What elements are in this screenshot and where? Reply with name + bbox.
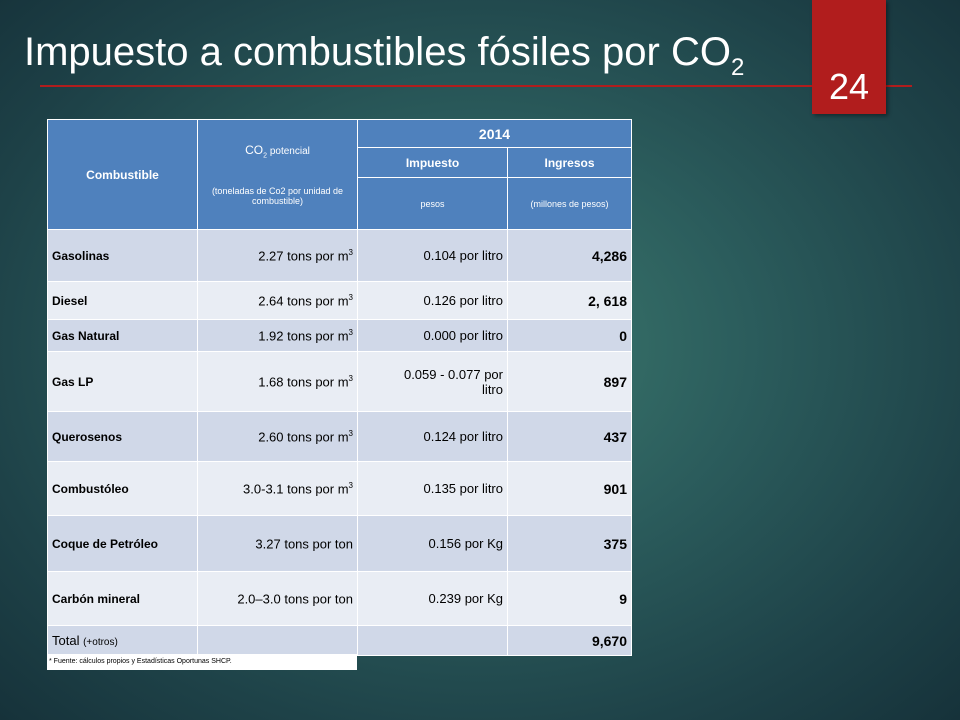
table-total-row: Total (+otros) 9,670	[47, 625, 632, 656]
co2-value-text: 3.0-3.1 tons por m	[243, 481, 349, 497]
fuel-name: Gas LP	[47, 351, 198, 412]
revenue-value: 0	[507, 319, 632, 352]
total-label-text: Total	[52, 633, 80, 648]
slide-title-text: Impuesto a combustibles fósiles por CO	[24, 30, 731, 74]
header-tax: Impuesto	[357, 147, 508, 178]
total-label-note: (+otros)	[83, 637, 118, 648]
fuel-name: Gasolinas	[47, 229, 198, 282]
co2-value-text: 1.92 tons por m	[258, 328, 349, 344]
header-revenue-unit-label: (millones de pesos)	[530, 198, 609, 209]
total-co2-empty	[197, 625, 358, 656]
fuel-name: Gas Natural	[47, 319, 198, 352]
source-note: * Fuente: cálculos propios y Estadística…	[47, 654, 357, 670]
tax-value: 0.156 por Kg	[357, 515, 508, 572]
co2-unit-superscript: 3	[348, 373, 353, 383]
co2-value-text: 1.68 tons por m	[258, 374, 349, 390]
slide-number: 24	[828, 66, 870, 107]
slide-number-badge: 24	[812, 0, 886, 114]
header-revenue-unit: (millones de pesos)	[507, 177, 632, 230]
fuel-name: Coque de Petróleo	[47, 515, 198, 572]
co2-value: 1.92 tons por m3	[197, 319, 358, 352]
total-revenue-value: 9,670	[507, 625, 632, 656]
tax-value: 0.135 por litro	[357, 461, 508, 516]
header-revenue-label: Ingresos	[544, 155, 595, 170]
co2-value: 2.27 tons por m3	[197, 229, 358, 282]
co2-unit-superscript: 3	[348, 247, 353, 257]
fuel-name: Querosenos	[47, 411, 198, 462]
revenue-value: 897	[507, 351, 632, 412]
header-fuel-label: Combustible	[86, 167, 159, 182]
revenue-value: 4,286	[507, 229, 632, 282]
table-row: Querosenos 2.60 tons por m3 0.124 por li…	[47, 411, 632, 462]
co2-value: 3.27 tons por ton	[197, 515, 358, 572]
table-row: Carbón mineral 2.0–3.0 tons por ton 0.23…	[47, 571, 632, 626]
co2-value-text: 3.27 tons por ton	[255, 536, 353, 552]
tax-value: 0.000 por litro	[357, 319, 508, 352]
header-tax-unit-label: pesos	[420, 198, 445, 209]
slide-title: Impuesto a combustibles fósiles por CO2	[24, 30, 744, 81]
tax-value: 0.126 por litro	[357, 281, 508, 320]
header-fuel: Combustible	[47, 119, 198, 230]
co2-value-text: 2.27 tons por m	[258, 248, 349, 264]
total-tax-empty	[357, 625, 508, 656]
title-underline	[40, 85, 912, 87]
table-row: Combustóleo 3.0-3.1 tons por m3 0.135 po…	[47, 461, 632, 516]
co2-value-text: 2.64 tons por m	[258, 293, 349, 309]
co2-unit-superscript: 3	[348, 292, 353, 302]
header-co2-unit: (toneladas de Co2 por unidad de combusti…	[211, 185, 344, 206]
fuel-tax-table: Combustible CO2 potencial (toneladas de …	[47, 119, 632, 656]
table-row: Coque de Petróleo 3.27 tons por ton 0.15…	[47, 515, 632, 572]
tax-value: 0.124 por litro	[357, 411, 508, 462]
co2-value-text: 2.0–3.0 tons por ton	[237, 591, 353, 607]
revenue-value: 2, 618	[507, 281, 632, 320]
co2-value: 1.68 tons por m3	[197, 351, 358, 412]
co2-value: 2.64 tons por m3	[197, 281, 358, 320]
slide-title-subscript: 2	[730, 54, 745, 81]
header-year-label: 2014	[478, 125, 511, 142]
co2-value: 3.0-3.1 tons por m3	[197, 461, 358, 516]
co2-unit-superscript: 3	[348, 327, 353, 337]
revenue-value: 901	[507, 461, 632, 516]
total-label: Total (+otros)	[47, 625, 198, 656]
header-tax-label: Impuesto	[405, 155, 460, 170]
table-row: Gasolinas 2.27 tons por m3 0.104 por lit…	[47, 229, 632, 282]
header-co2-title: CO2 potencial	[202, 143, 353, 159]
tax-value: 0.239 por Kg	[357, 571, 508, 626]
header-revenue: Ingresos	[507, 147, 632, 178]
co2-value: 2.60 tons por m3	[197, 411, 358, 462]
table-row: Gas Natural 1.92 tons por m3 0.000 por l…	[47, 319, 632, 352]
header-co2-sub: 2	[263, 152, 268, 160]
tax-value: 0.059 - 0.077 por litro	[357, 351, 508, 412]
revenue-value: 437	[507, 411, 632, 462]
header-co2: CO2 potencial (toneladas de Co2 por unid…	[197, 119, 358, 230]
table-row: Gas LP 1.68 tons por m3 0.059 - 0.077 po…	[47, 351, 632, 412]
header-year: 2014	[357, 119, 632, 148]
fuel-name: Combustóleo	[47, 461, 198, 516]
tax-value: 0.104 por litro	[357, 229, 508, 282]
fuel-name: Carbón mineral	[47, 571, 198, 626]
header-co2-main: CO	[245, 143, 264, 158]
header-co2-rest: potencial	[267, 146, 310, 158]
co2-unit-superscript: 3	[348, 480, 353, 490]
revenue-value: 9	[507, 571, 632, 626]
co2-unit-superscript: 3	[348, 428, 353, 438]
fuel-name: Diesel	[47, 281, 198, 320]
co2-value-text: 2.60 tons por m	[258, 429, 349, 445]
co2-value: 2.0–3.0 tons por ton	[197, 571, 358, 626]
header-tax-unit: pesos	[357, 177, 508, 230]
revenue-value: 375	[507, 515, 632, 572]
table-row: Diesel 2.64 tons por m3 0.126 por litro …	[47, 281, 632, 320]
